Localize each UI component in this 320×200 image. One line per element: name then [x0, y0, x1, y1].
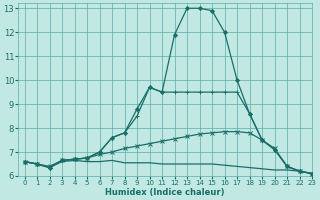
X-axis label: Humidex (Indice chaleur): Humidex (Indice chaleur)	[105, 188, 225, 197]
